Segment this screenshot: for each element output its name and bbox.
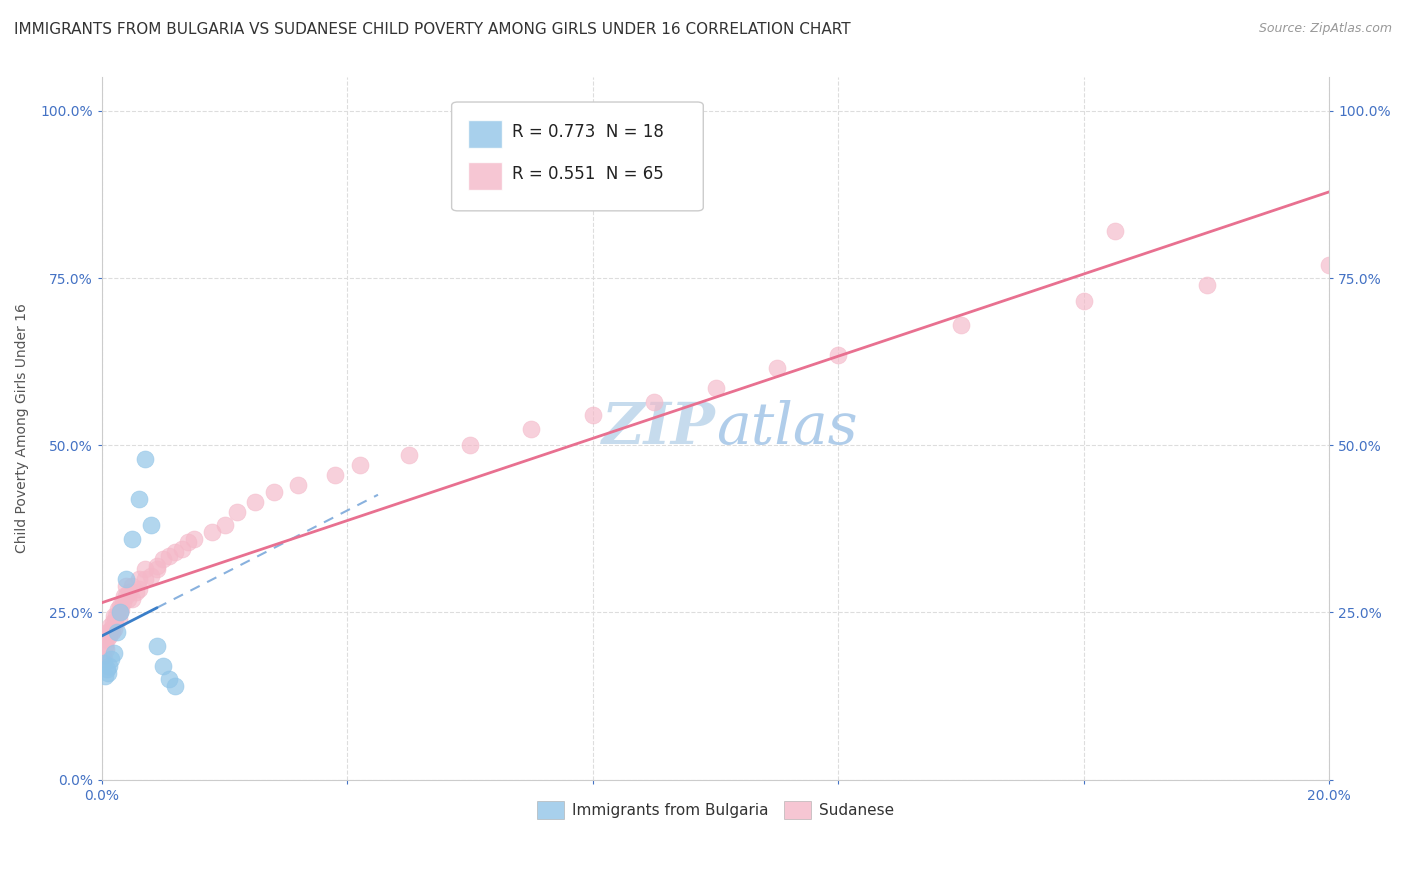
Point <box>118 585 141 599</box>
Point <box>96 662 118 676</box>
Point <box>183 532 205 546</box>
Point <box>1195 277 1218 292</box>
Text: atlas: atlas <box>716 401 858 457</box>
Point <box>165 545 187 559</box>
Legend: Immigrants from Bulgaria, Sudanese: Immigrants from Bulgaria, Sudanese <box>531 795 900 824</box>
Point <box>323 468 346 483</box>
Point <box>98 619 121 633</box>
Point <box>152 552 174 566</box>
Point <box>98 659 121 673</box>
Point <box>103 622 125 636</box>
Point <box>165 679 187 693</box>
Point <box>94 639 117 653</box>
Point <box>103 646 125 660</box>
Point <box>176 535 198 549</box>
Point <box>139 568 162 582</box>
Point <box>170 541 193 556</box>
Point <box>98 629 121 643</box>
Point <box>458 438 481 452</box>
Point <box>111 595 134 609</box>
Point <box>134 562 156 576</box>
Point <box>349 458 371 473</box>
Point <box>134 572 156 586</box>
FancyBboxPatch shape <box>468 120 502 148</box>
Point <box>103 608 125 623</box>
Point <box>582 408 605 422</box>
Point <box>766 361 789 376</box>
Point <box>91 648 114 663</box>
Point <box>94 632 117 647</box>
Point <box>105 608 128 623</box>
Point <box>100 625 122 640</box>
Point <box>93 656 115 670</box>
Point <box>152 659 174 673</box>
Point <box>108 606 131 620</box>
Point <box>201 525 224 540</box>
Point <box>520 421 543 435</box>
Point <box>121 579 143 593</box>
Point <box>1317 258 1340 272</box>
Point <box>115 589 138 603</box>
Point <box>214 518 236 533</box>
FancyBboxPatch shape <box>468 161 502 190</box>
Point <box>100 622 122 636</box>
Point <box>94 642 117 657</box>
Point <box>110 602 132 616</box>
Point <box>157 673 180 687</box>
Text: ZIP: ZIP <box>602 401 716 457</box>
Text: Source: ZipAtlas.com: Source: ZipAtlas.com <box>1258 22 1392 36</box>
Point <box>108 606 131 620</box>
Point <box>1104 224 1126 238</box>
Point <box>115 579 138 593</box>
Point <box>146 558 169 573</box>
Point <box>115 572 138 586</box>
Point <box>107 602 129 616</box>
Point <box>643 394 665 409</box>
Point <box>139 518 162 533</box>
Point <box>146 562 169 576</box>
Point <box>245 495 267 509</box>
Y-axis label: Child Poverty Among Girls Under 16: Child Poverty Among Girls Under 16 <box>15 303 30 553</box>
Point <box>97 625 120 640</box>
Point <box>100 652 122 666</box>
Point <box>97 665 120 680</box>
Point <box>101 615 124 630</box>
Point <box>134 451 156 466</box>
Point <box>950 318 973 332</box>
Point <box>94 669 117 683</box>
Point <box>146 639 169 653</box>
Text: R = 0.773  N = 18: R = 0.773 N = 18 <box>512 122 664 141</box>
Point <box>108 612 131 626</box>
Point <box>398 448 420 462</box>
Point <box>121 592 143 607</box>
Point <box>128 491 150 506</box>
Point <box>225 505 247 519</box>
Point <box>157 549 180 563</box>
Text: R = 0.551  N = 65: R = 0.551 N = 65 <box>512 165 664 183</box>
Point <box>96 632 118 647</box>
Point <box>112 589 135 603</box>
Point <box>124 585 146 599</box>
Point <box>105 625 128 640</box>
Point <box>704 381 727 395</box>
Text: IMMIGRANTS FROM BULGARIA VS SUDANESE CHILD POVERTY AMONG GIRLS UNDER 16 CORRELAT: IMMIGRANTS FROM BULGARIA VS SUDANESE CHI… <box>14 22 851 37</box>
Point <box>96 629 118 643</box>
Point <box>104 615 127 630</box>
Point <box>128 572 150 586</box>
FancyBboxPatch shape <box>451 102 703 211</box>
Point <box>1073 294 1095 309</box>
Point <box>287 478 309 492</box>
Point <box>108 599 131 613</box>
Point <box>128 582 150 596</box>
Point <box>93 652 115 666</box>
Point <box>263 485 285 500</box>
Point <box>117 592 139 607</box>
Point <box>121 532 143 546</box>
Point <box>827 348 849 362</box>
